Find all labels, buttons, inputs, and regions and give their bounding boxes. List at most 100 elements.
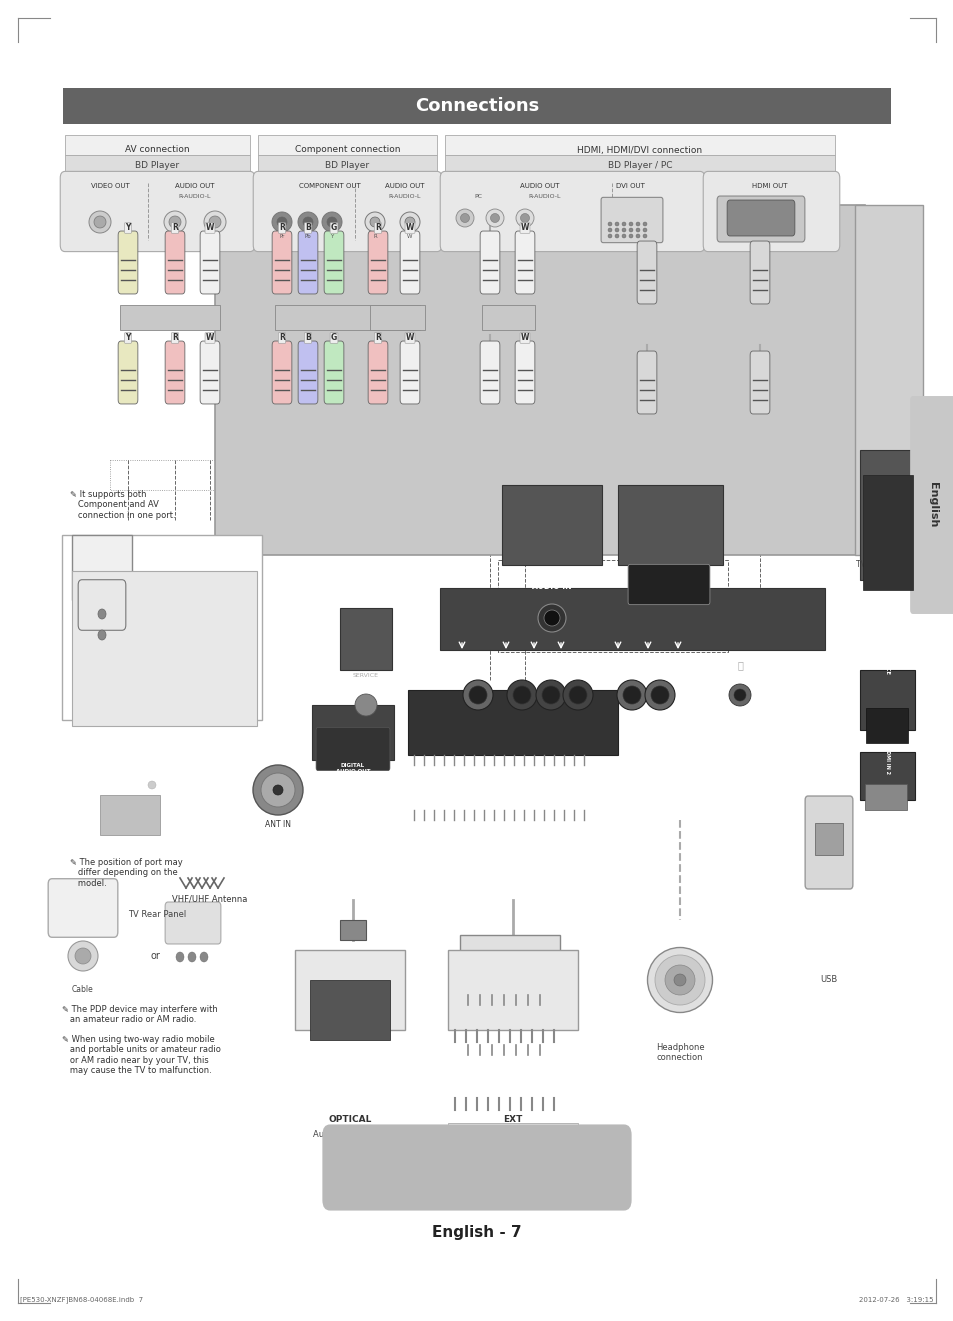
Bar [63, 89, 890, 124]
Ellipse shape [480, 363, 498, 382]
FancyBboxPatch shape [439, 172, 704, 251]
FancyBboxPatch shape [298, 231, 317, 295]
FancyBboxPatch shape [749, 351, 769, 413]
Text: AV connection: AV connection [125, 145, 190, 155]
Text: VIDEO: VIDEO [469, 655, 486, 660]
FancyBboxPatch shape [49, 878, 117, 938]
Ellipse shape [166, 363, 184, 382]
Ellipse shape [169, 217, 181, 229]
Bar [501, 485, 601, 565]
FancyBboxPatch shape [399, 231, 419, 295]
Text: BD Player: BD Player [325, 160, 369, 169]
Text: DVI OUT: DVI OUT [615, 184, 644, 189]
Ellipse shape [541, 686, 559, 704]
Text: Audio connection: Audio connection [314, 1129, 386, 1139]
Text: W: W [520, 333, 529, 342]
Text: ✎ The PDP device may interfere with
   an amateur radio or AM radio.: ✎ The PDP device may interfere with an a… [62, 1005, 217, 1024]
Text: R-AUDIO-L: R-AUDIO-L [528, 193, 560, 198]
Ellipse shape [636, 229, 639, 232]
FancyBboxPatch shape [515, 341, 535, 404]
Ellipse shape [673, 974, 685, 985]
Ellipse shape [480, 252, 498, 272]
Bar [294, 950, 405, 1030]
Ellipse shape [562, 680, 593, 709]
Ellipse shape [655, 955, 704, 1005]
Text: W: W [407, 234, 413, 239]
Text: Headphone
connection: Headphone connection [655, 1044, 703, 1062]
Text: VHF/UHF Antenna: VHF/UHF Antenna [172, 896, 248, 904]
Text: R: R [279, 223, 285, 232]
Ellipse shape [513, 686, 531, 704]
Ellipse shape [405, 217, 415, 227]
Ellipse shape [98, 630, 106, 639]
Text: W: W [405, 223, 414, 232]
Text: Component connection: Component connection [294, 145, 400, 155]
Ellipse shape [462, 680, 493, 709]
FancyBboxPatch shape [515, 231, 535, 295]
Ellipse shape [469, 686, 486, 704]
Ellipse shape [204, 211, 226, 232]
Text: R: R [373, 234, 376, 239]
Ellipse shape [638, 373, 656, 392]
Text: English: English [927, 482, 938, 527]
FancyBboxPatch shape [717, 196, 804, 242]
Text: BD Player: BD Player [135, 160, 179, 169]
Ellipse shape [355, 694, 376, 716]
FancyBboxPatch shape [165, 231, 185, 295]
Ellipse shape [642, 222, 646, 226]
Text: R-AUDIO-L: R-AUDIO-L [178, 193, 211, 198]
Ellipse shape [628, 222, 633, 226]
Ellipse shape [516, 252, 534, 272]
Ellipse shape [119, 252, 137, 272]
Text: AUDIO: AUDIO [670, 655, 688, 660]
Text: R: R [375, 333, 380, 342]
Text: G: G [331, 333, 336, 342]
Text: HDMI IN 1
(DVI): HDMI IN 1 (DVI) [648, 572, 691, 592]
FancyBboxPatch shape [804, 797, 852, 889]
Text: W: W [405, 333, 414, 342]
Ellipse shape [370, 217, 379, 227]
Ellipse shape [647, 947, 712, 1012]
Ellipse shape [621, 229, 625, 232]
Text: ✎ The position of port may
   differ depending on the
   model.: ✎ The position of port may differ depend… [70, 859, 183, 888]
Bar [439, 588, 824, 650]
Text: HDMI IN 2: HDMI IN 2 [883, 746, 888, 774]
Text: TV Side Panel: TV Side Panel [855, 560, 907, 569]
Bar [408, 690, 618, 756]
Ellipse shape [188, 952, 195, 962]
Text: W: W [206, 223, 214, 232]
Ellipse shape [298, 363, 316, 382]
Ellipse shape [642, 234, 646, 238]
Text: DVI
AUDIO IN: DVI AUDIO IN [532, 572, 571, 592]
Text: AUDIO OUT: AUDIO OUT [175, 184, 214, 189]
Ellipse shape [164, 211, 186, 232]
FancyBboxPatch shape [322, 1124, 631, 1210]
FancyBboxPatch shape [479, 341, 499, 404]
Text: EXT (RGB): EXT (RGB) [488, 781, 537, 790]
Bar [120, 305, 220, 330]
Ellipse shape [209, 217, 221, 229]
Ellipse shape [664, 966, 695, 995]
Ellipse shape [298, 252, 316, 272]
FancyBboxPatch shape [909, 396, 953, 614]
Bar [481, 305, 535, 330]
Ellipse shape [94, 217, 106, 229]
Text: R: R [172, 223, 178, 232]
Text: R: R [279, 333, 285, 342]
Text: Pr: Pr [279, 234, 284, 239]
Ellipse shape [728, 684, 750, 705]
FancyBboxPatch shape [118, 231, 138, 295]
Ellipse shape [485, 209, 503, 227]
FancyBboxPatch shape [627, 564, 709, 605]
FancyBboxPatch shape [118, 341, 138, 404]
Bar [864, 783, 906, 810]
Ellipse shape [642, 229, 646, 232]
Bar [859, 752, 914, 801]
Ellipse shape [148, 781, 156, 789]
Bar [65, 155, 250, 174]
Ellipse shape [253, 765, 303, 815]
Ellipse shape [622, 686, 640, 704]
Ellipse shape [628, 229, 633, 232]
Text: G: G [331, 223, 336, 232]
FancyBboxPatch shape [298, 341, 317, 404]
